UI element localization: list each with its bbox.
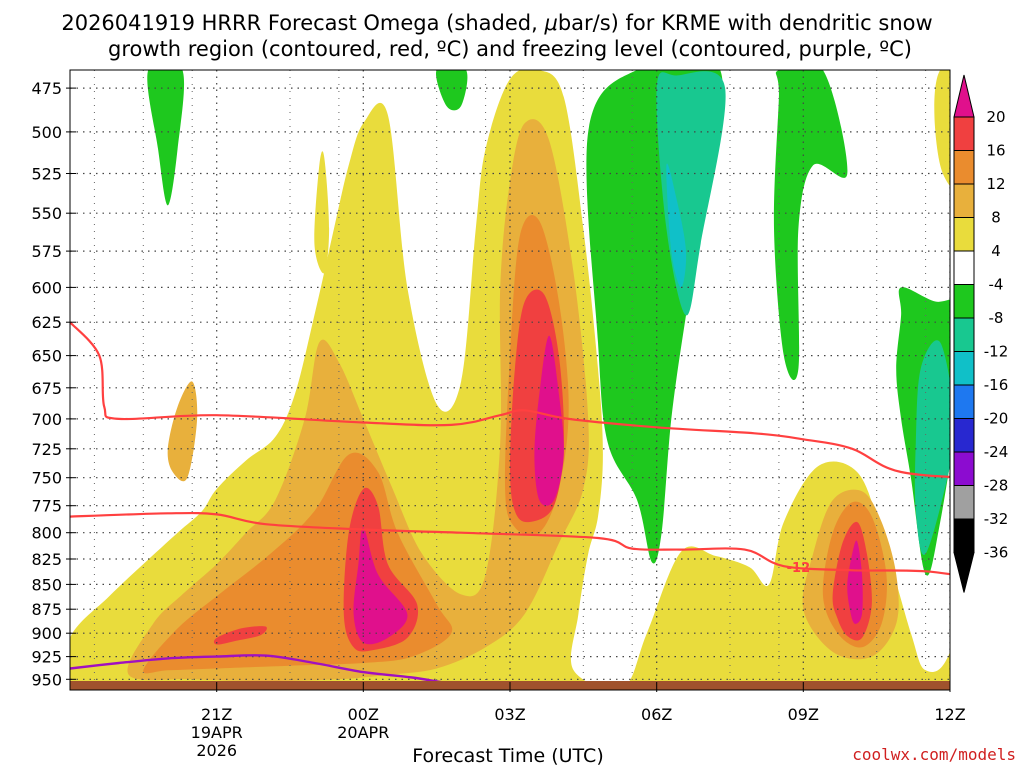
y-tick-label: 950 bbox=[31, 670, 62, 689]
colorbar-label: 20 bbox=[986, 108, 1005, 126]
y-tick-label: 475 bbox=[31, 79, 62, 98]
y-tick-label: 750 bbox=[31, 469, 62, 488]
y-tick-label: 850 bbox=[31, 575, 62, 594]
chart-title-line2: growth region (contoured, red, ºC) and f… bbox=[108, 37, 912, 61]
dgz-upper-contour-line bbox=[70, 321, 950, 479]
y-tick-label: 525 bbox=[31, 165, 62, 184]
colorbar-label: -8 bbox=[989, 309, 1004, 327]
colorbar-segment bbox=[953, 183, 975, 218]
colorbar-segment bbox=[953, 284, 975, 319]
y-tick-label: 625 bbox=[31, 313, 62, 332]
colorbar-label: -24 bbox=[984, 443, 1009, 461]
y-tick-label: 675 bbox=[31, 379, 62, 398]
colorbar-label: 16 bbox=[986, 142, 1005, 160]
colorbar-label: 8 bbox=[991, 209, 1001, 227]
omega-region-green bbox=[147, 70, 185, 206]
x-tick-label: 12Z bbox=[934, 705, 965, 724]
x-tick-label: 09Z bbox=[788, 705, 819, 724]
colorbar-segment bbox=[953, 451, 975, 486]
y-tick-label: 875 bbox=[31, 600, 62, 619]
colorbar-segment bbox=[953, 351, 975, 386]
colorbar-segment bbox=[953, 217, 975, 252]
omega-region-orange_light bbox=[127, 119, 589, 682]
y-axis: 475 500 525 550 575 600 625 650 675 700 725 750 775 8… bbox=[31, 79, 76, 689]
omega-region-cyan bbox=[666, 163, 687, 288]
contour-label: -12 bbox=[787, 561, 811, 576]
plot-area bbox=[70, 70, 950, 690]
omega-region-red bbox=[213, 626, 267, 645]
y-tick-label: 825 bbox=[31, 550, 62, 569]
omega-region-magenta bbox=[534, 335, 564, 506]
x-tick-label: 06Z bbox=[641, 705, 672, 724]
y-tick-label: 600 bbox=[31, 278, 62, 297]
colorbar-bottom-arrow bbox=[953, 552, 975, 593]
y-tick-label: 650 bbox=[31, 347, 62, 366]
colorbar-label: 12 bbox=[986, 175, 1005, 193]
colorbar-label: -16 bbox=[984, 376, 1009, 394]
x-axis-label: Forecast Time (UTC) bbox=[412, 745, 603, 767]
chart-title-line1: 2026041919 HRRR Forecast Omega (shaded, … bbox=[61, 11, 932, 35]
omega-region-green bbox=[773, 70, 848, 381]
colorbar-label: -20 bbox=[984, 410, 1009, 428]
colorbar-segment bbox=[953, 485, 975, 520]
x-tick-label: 21Z bbox=[201, 705, 232, 724]
colorbar-legend: 20 16 12 8 4 -4 -8 -12 -16 -20 -24 -28 -32 -36 bbox=[953, 74, 1009, 593]
y-tick-label: 500 bbox=[31, 123, 62, 142]
y-tick-label: 575 bbox=[31, 242, 62, 261]
y-tick-label: 550 bbox=[31, 204, 62, 223]
colorbar-label: 4 bbox=[991, 242, 1001, 260]
colorbar-label: -12 bbox=[984, 343, 1009, 361]
x-tick-label: 00Z bbox=[348, 705, 379, 724]
omega-region-orange_light bbox=[167, 381, 198, 482]
y-tick-label: 700 bbox=[31, 410, 62, 429]
colorbar-label: -36 bbox=[984, 544, 1009, 562]
y-tick-label: 800 bbox=[31, 524, 62, 543]
colorbar-segment bbox=[953, 418, 975, 453]
x-tick-year-label: 2026 bbox=[196, 741, 237, 760]
omega-region-magenta bbox=[353, 527, 408, 645]
source-credit: coolwx.com/models bbox=[852, 745, 1016, 764]
x-tick-date-label: 19APR bbox=[191, 723, 243, 742]
dgz-lower-contour-line bbox=[70, 511, 950, 576]
y-tick-label: 900 bbox=[31, 624, 62, 643]
y-tick-label: 925 bbox=[31, 648, 62, 667]
colorbar-segment bbox=[953, 250, 975, 285]
omega-shading bbox=[70, 70, 950, 690]
colorbar-segment bbox=[953, 116, 975, 151]
colorbar-segment bbox=[953, 150, 975, 185]
omega-region-teal bbox=[914, 340, 950, 555]
omega-region-yellow bbox=[314, 151, 330, 274]
colorbar-label: -28 bbox=[984, 477, 1009, 495]
omega-region-yellow bbox=[934, 70, 950, 187]
y-tick-label: 725 bbox=[31, 440, 62, 459]
x-tick-date-label: 20APR bbox=[337, 723, 389, 742]
y-tick-label: 775 bbox=[31, 497, 62, 516]
colorbar-label: -4 bbox=[989, 276, 1004, 294]
colorbar-segment bbox=[953, 384, 975, 419]
contour-labels: -12 bbox=[787, 561, 811, 576]
x-tick-label: 03Z bbox=[494, 705, 525, 724]
omega-region-magenta bbox=[847, 540, 863, 624]
colorbar-segment bbox=[953, 518, 975, 553]
colorbar-segment bbox=[953, 317, 975, 352]
colorbar-label: -32 bbox=[984, 510, 1009, 528]
omega-region-green bbox=[436, 70, 468, 111]
